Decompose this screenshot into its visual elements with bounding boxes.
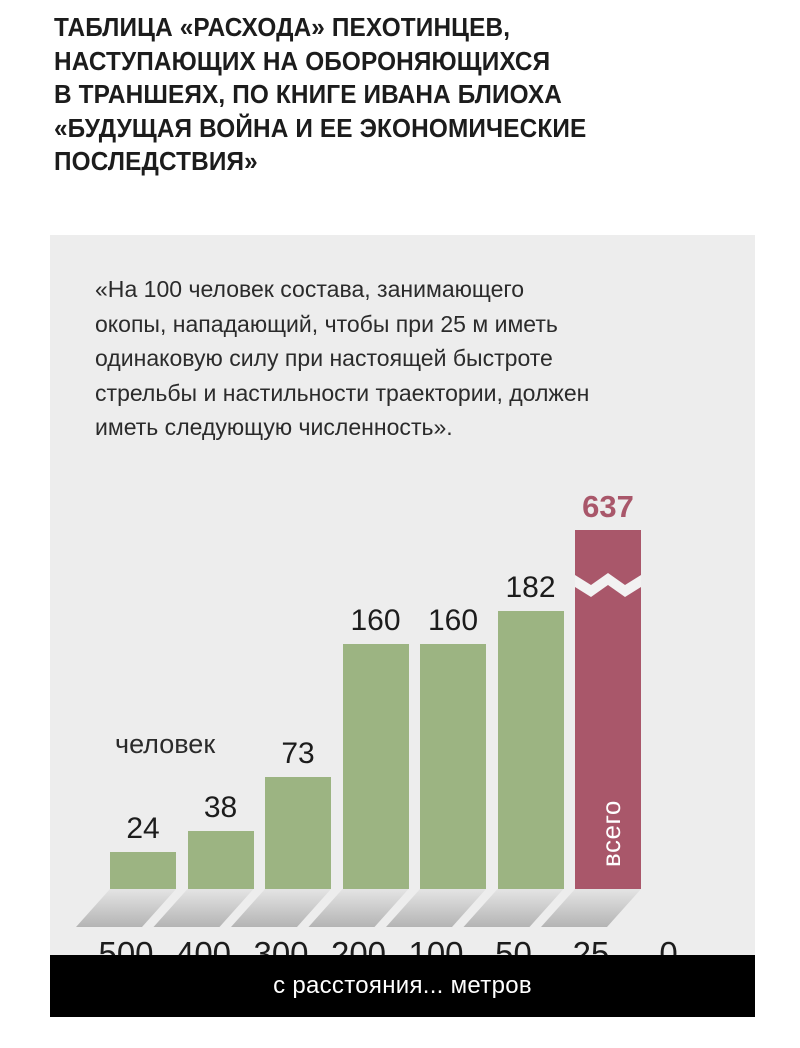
bar-floor-slab (153, 889, 254, 927)
bar-floor-shadows (76, 889, 641, 927)
unit-label: человек (115, 729, 216, 759)
bar-chart: 24 38 73 160 160 182 637 всего человек 500 400 300 2… (50, 235, 755, 972)
bar-value-label: 637 (582, 489, 634, 524)
page-title-line-5: ПОСЛЕДСТВИЯ» (54, 148, 258, 176)
bar-floor-slab (231, 889, 331, 927)
bar-rect (187, 831, 254, 889)
bar-500[interactable]: 24 (110, 814, 176, 889)
quote-line-4: стрельбы и настильности траектории, долж… (95, 379, 590, 406)
page-title-line-1: ТАБЛИЦА «РАСХОДА» ПЕХОТИНЦЕВ, (54, 14, 511, 42)
quote-line-5: иметь следующую численность». (95, 414, 453, 440)
bar-value-label: 73 (281, 737, 315, 770)
bar-floor-slab (463, 889, 564, 927)
page-title-line-3: В ТРАНШЕЯХ, ПО КНИГЕ ИВАНА БЛИОХА (54, 81, 562, 109)
bar-rect (342, 644, 409, 889)
page-title: ТАБЛИЦА «РАСХОДА» ПЕХОТИНЦЕВ, НАСТУПАЮЩИ… (54, 12, 764, 180)
quote-line-2: окопы, нападающий, чтобы при 25 м иметь (95, 310, 558, 337)
bar-floor-slab (308, 889, 409, 927)
bar-rect (497, 611, 564, 889)
quote-block: «На 100 человек состава, занимающего око… (95, 272, 735, 445)
bar-value-label: 182 (505, 571, 556, 604)
bar-floor-slab (541, 889, 641, 927)
bar-50[interactable]: 182 (497, 573, 564, 889)
bar-400[interactable]: 38 (187, 793, 254, 889)
bar-100[interactable]: 160 (420, 606, 486, 889)
quote-line-3: одинаковую силу при настоящей быстроте (95, 345, 553, 371)
bar-rect (110, 852, 176, 889)
quote-line-1: «На 100 человек состава, занимающего (95, 276, 525, 302)
bar-value-label: 160 (427, 604, 479, 637)
axis-break-zigzag-icon (575, 573, 641, 597)
bar-inline-label: всего (596, 800, 626, 867)
bar-rect (265, 777, 331, 889)
bar-300[interactable]: 73 (265, 739, 331, 889)
content-panel: «На 100 человек состава, занимающего око… (50, 235, 755, 972)
x-axis-caption: с расстояния... метров (273, 972, 532, 999)
bar-value-label: 38 (203, 791, 238, 824)
bar-total[interactable]: 637 всего (575, 491, 641, 889)
page-title-line-2: НАСТУПАЮЩИХ НА ОБОРОНЯЮЩИХСЯ (54, 47, 551, 76)
bar-200[interactable]: 160 (342, 606, 409, 889)
bar-rect (420, 644, 486, 889)
footer-bar: с расстояния... метров (50, 955, 755, 1017)
page-title-line-4: «БУДУЩАЯ ВОЙНА И ЕЕ ЭКОНОМИЧЕСКИЕ (54, 114, 587, 143)
bar-floor-slab (386, 889, 486, 927)
bar-value-label: 24 (126, 812, 160, 845)
bar-value-label: 160 (350, 604, 401, 637)
bar-floor-slab (76, 889, 176, 927)
